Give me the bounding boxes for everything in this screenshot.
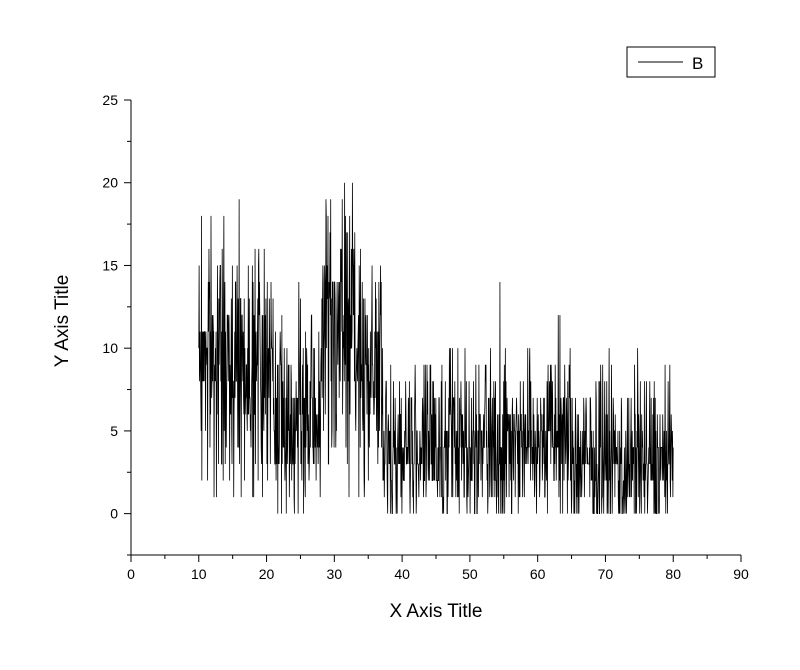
x-tick-label-80: 80 [665, 566, 681, 582]
y-tick-label-5: 5 [110, 423, 118, 439]
x-tick-label-70: 70 [598, 566, 614, 582]
series-b-line [198, 182, 674, 515]
legend-label-b: B [692, 54, 703, 73]
x-tick-label-40: 40 [394, 566, 410, 582]
x-tick-label-50: 50 [462, 566, 478, 582]
y-axis-title: Y Axis Title [52, 275, 73, 368]
y-tick-label-15: 15 [102, 257, 118, 273]
x-tick-label-0: 0 [127, 566, 135, 582]
x-axis-title: X Axis Title [390, 601, 483, 622]
axes: 0 10 20 30 40 50 60 70 80 90 0 5 10 15 20 25 [102, 92, 749, 582]
x-tick-label-30: 30 [327, 566, 343, 582]
legend: B [626, 46, 716, 78]
y-tick-label-25: 25 [102, 92, 118, 108]
x-tick-label-90: 90 [733, 566, 749, 582]
x-tick-label-20: 20 [259, 566, 275, 582]
y-tick-label-0: 0 [110, 506, 118, 522]
x-tick-label-10: 10 [191, 566, 207, 582]
y-tick-label-20: 20 [102, 175, 118, 191]
x-tick-label-60: 60 [530, 566, 546, 582]
series-layer [198, 182, 674, 515]
y-tick-label-10: 10 [102, 340, 118, 356]
